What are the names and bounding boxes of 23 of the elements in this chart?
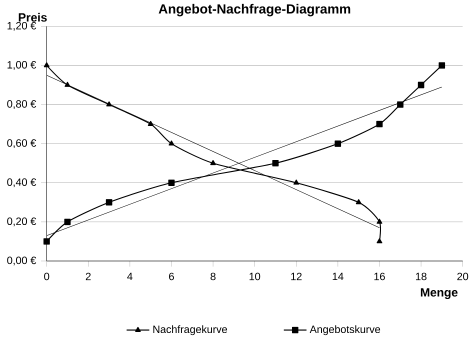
x-tick-label: 4	[127, 272, 133, 280]
x-tick-label: 20	[457, 272, 468, 280]
x-tick-label: 2	[86, 272, 91, 280]
y-tick-label: 1,20 €	[8, 22, 36, 31]
x-tick-label: 0	[44, 272, 50, 280]
y-tick-label: 0,60 €	[7, 139, 36, 148]
y-tick-label: 1,00 €	[8, 61, 36, 70]
y-tick-label: 0,80 €	[7, 100, 36, 109]
y-tick-label: 0,20 €	[7, 218, 36, 226]
x-tick-label: 16	[374, 272, 385, 280]
x-tick-label: 14	[332, 272, 344, 280]
legend-label: Nachfragekurve	[153, 325, 228, 336]
x-tick-label: 18	[416, 272, 427, 280]
chart-title: Angebot-Nachfrage-Diagramm	[158, 4, 350, 16]
x-tick-label: 10	[250, 272, 260, 280]
x-tick-label: 8	[210, 272, 216, 280]
x-tick-label: 6	[169, 272, 174, 280]
y-tick-label: 0,40 €	[7, 178, 36, 188]
x-axis-title: Menge	[420, 288, 458, 300]
x-tick-label: 12	[291, 272, 302, 280]
y-tick-label: 0,00 €	[7, 256, 36, 266]
y-axis-title: Preis	[18, 12, 47, 22]
legend-label: Angebotskurve	[310, 325, 380, 336]
